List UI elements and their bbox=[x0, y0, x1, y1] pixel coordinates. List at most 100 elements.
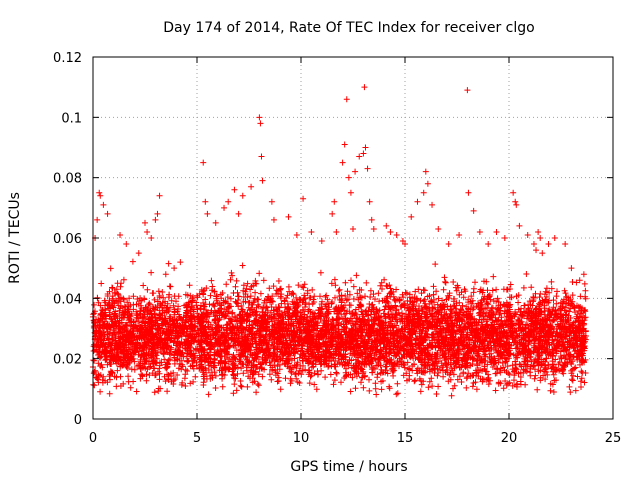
roti-burst-point bbox=[152, 216, 159, 223]
roti-burst-point bbox=[96, 189, 103, 196]
roti-burst-point bbox=[268, 198, 275, 205]
roti-burst-point bbox=[100, 201, 107, 208]
roti-burst-point bbox=[510, 189, 517, 196]
roti-burst-point bbox=[465, 189, 472, 196]
roti-burst-point bbox=[257, 120, 264, 127]
roti-burst-point bbox=[362, 144, 369, 151]
roti-burst-point bbox=[476, 228, 483, 235]
roti-burst-point bbox=[239, 192, 246, 199]
x-tick-label: 25 bbox=[605, 431, 622, 446]
y-tick-label: 0.1 bbox=[61, 111, 82, 126]
roti-burst-point bbox=[97, 192, 104, 199]
roti-dense-points bbox=[90, 258, 589, 399]
roti-burst-point bbox=[545, 241, 552, 248]
y-tick-label: 0.12 bbox=[53, 51, 82, 66]
roti-burst-point bbox=[360, 150, 367, 157]
roti-burst-point bbox=[383, 222, 390, 229]
roti-burst-point bbox=[501, 235, 508, 241]
roti-burst-point bbox=[347, 189, 354, 196]
roti-burst-point bbox=[387, 228, 394, 235]
roti-burst-point bbox=[445, 241, 452, 248]
roti-burst-point bbox=[333, 228, 340, 235]
roti-burst-point bbox=[361, 84, 368, 91]
roti-burst-point bbox=[270, 216, 277, 223]
roti-burst-point bbox=[162, 271, 169, 278]
y-axis-label: ROTI / TECUs bbox=[7, 192, 23, 284]
roti-burst-point bbox=[513, 201, 520, 208]
roti-burst-point bbox=[420, 189, 427, 196]
roti-burst-point bbox=[356, 153, 363, 160]
data-points bbox=[90, 84, 589, 399]
grid-lines bbox=[93, 57, 613, 419]
roti-burst-point bbox=[285, 213, 292, 220]
x-tick-label: 15 bbox=[397, 431, 414, 446]
roti-burst-point bbox=[123, 241, 130, 248]
roti-burst-point bbox=[329, 210, 336, 217]
roti-burst-point bbox=[318, 238, 325, 245]
x-tick-label: 20 bbox=[501, 431, 518, 446]
roti-burst-point bbox=[144, 228, 151, 235]
roti-burst-point bbox=[258, 153, 265, 160]
x-tick-label: 0 bbox=[89, 431, 97, 446]
roti-burst-point bbox=[235, 210, 242, 217]
roti-burst-point bbox=[535, 228, 542, 235]
roti-burst-point bbox=[308, 228, 315, 235]
roti-burst-point bbox=[156, 192, 163, 199]
roti-burst-point bbox=[225, 198, 232, 205]
roti-burst-point bbox=[221, 204, 228, 211]
roti-burst-point bbox=[212, 219, 219, 226]
roti-burst-point bbox=[204, 210, 211, 217]
roti-burst-point bbox=[493, 228, 500, 235]
x-axis-label: GPS time / hours bbox=[290, 459, 407, 475]
y-tick-label: 0 bbox=[74, 413, 82, 428]
y-tick-label: 0.02 bbox=[53, 353, 82, 368]
roti-burst-point bbox=[524, 231, 531, 238]
roti-burst-point bbox=[148, 235, 155, 241]
chart-title: Day 174 of 2014, Rate Of TEC Index for r… bbox=[163, 20, 534, 36]
y-tick-label: 0.06 bbox=[53, 232, 82, 247]
roti-burst-point bbox=[366, 198, 373, 205]
roti-burst-point bbox=[368, 216, 375, 223]
roti-burst-point bbox=[435, 225, 442, 232]
roti-burst-point bbox=[343, 96, 350, 103]
roti-burst-point bbox=[422, 168, 429, 175]
roti-burst-point bbox=[370, 225, 377, 232]
roti-burst-point bbox=[256, 114, 263, 121]
roti-burst-point bbox=[551, 235, 558, 241]
x-tick-label: 5 bbox=[193, 431, 201, 446]
roti-burst-point bbox=[341, 141, 348, 148]
roti-burst-point bbox=[537, 235, 544, 241]
roti-burst-point bbox=[470, 207, 477, 214]
roti-burst-point bbox=[300, 195, 307, 202]
roti-burst-point bbox=[331, 198, 338, 205]
roti-burst-point bbox=[177, 259, 184, 266]
roti-burst-point bbox=[364, 165, 371, 172]
roti-burst-point bbox=[135, 250, 142, 257]
y-tick-label: 0.04 bbox=[53, 292, 82, 307]
roti-burst-point bbox=[424, 180, 431, 187]
roti-burst-point bbox=[352, 168, 359, 175]
roti-burst-point bbox=[562, 241, 569, 248]
roti-burst-point bbox=[94, 216, 101, 223]
roti-burst-point bbox=[350, 225, 356, 232]
roti-burst-point bbox=[456, 231, 463, 238]
roti-burst-point bbox=[171, 265, 178, 272]
roti-burst-point bbox=[393, 231, 400, 238]
roti-burst-point bbox=[568, 265, 575, 272]
roti-burst-point bbox=[339, 159, 346, 166]
roti-burst-point bbox=[533, 247, 540, 254]
x-tick-label: 10 bbox=[293, 431, 310, 446]
roti-burst-point bbox=[402, 241, 408, 248]
roti-burst-point bbox=[231, 186, 238, 193]
roti-burst-point bbox=[512, 198, 519, 205]
roti-burst-point bbox=[154, 210, 161, 217]
roti-burst-point bbox=[104, 210, 111, 217]
roti-burst-point bbox=[539, 250, 546, 257]
roti-burst-point bbox=[248, 183, 255, 190]
roti-burst-point bbox=[580, 271, 587, 278]
roti-burst-point bbox=[293, 231, 300, 238]
roti-burst-point bbox=[399, 238, 406, 245]
roti-burst-point bbox=[202, 198, 209, 205]
roti-burst-point bbox=[345, 174, 352, 181]
roti-burst-point bbox=[414, 198, 421, 205]
